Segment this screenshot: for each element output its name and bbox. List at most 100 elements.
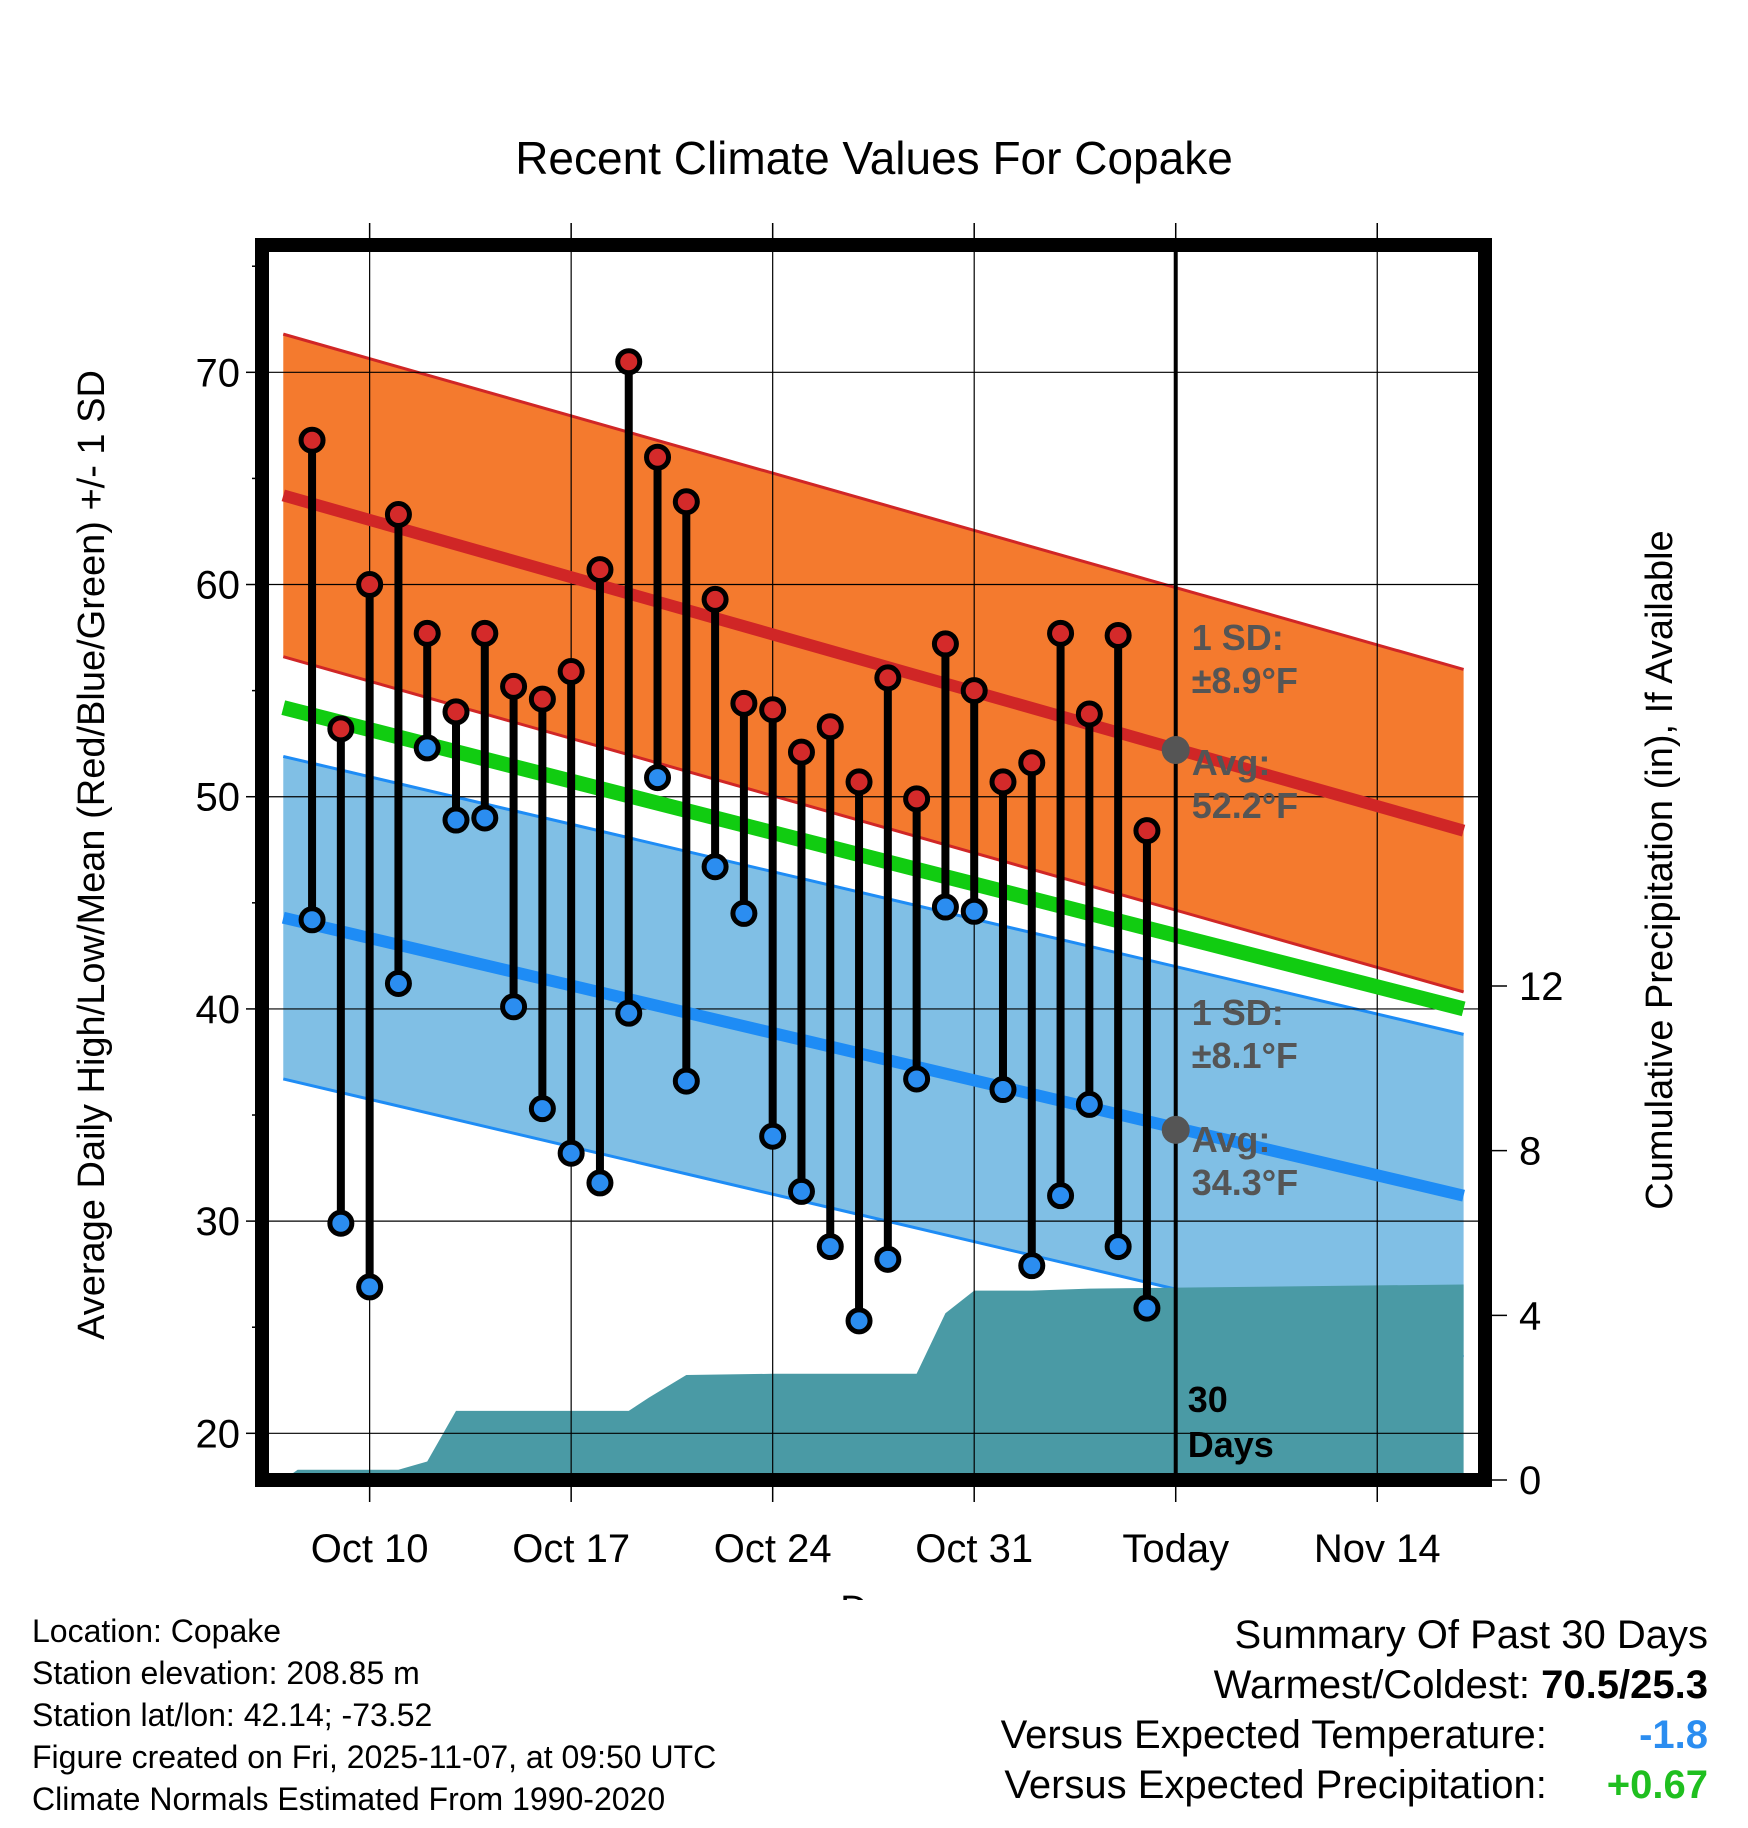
high-point: [672, 488, 700, 516]
high-point: [528, 685, 556, 713]
y-tick-label: 30: [196, 1200, 241, 1244]
high-point: [1075, 700, 1103, 728]
high-avg-value: 52.2°F: [1192, 785, 1298, 826]
low-point: [413, 734, 441, 762]
y-tick-label: 50: [196, 776, 241, 820]
low-point: [672, 1067, 700, 1095]
temp-value: -1.8: [1639, 1713, 1708, 1757]
low-point: [816, 1233, 844, 1261]
low-avg-value: 34.3°F: [1192, 1162, 1298, 1203]
low-point: [730, 899, 758, 927]
high-point: [1047, 619, 1075, 647]
low-sd-value: ±8.1°F: [1192, 1035, 1298, 1076]
mean-normal-line: [281, 700, 1466, 1017]
high-point: [413, 619, 441, 647]
y-tick-label: 60: [196, 564, 241, 608]
low-point: [759, 1122, 787, 1150]
high-point: [327, 715, 355, 743]
climate-chart: Recent Climate Values For Copake Day Ave…: [71, 132, 1681, 1600]
plot-frame: [255, 238, 1492, 1487]
high-point: [644, 443, 672, 471]
x-axis-label: Day: [840, 1589, 908, 1600]
low-normal-line: [281, 911, 1465, 1202]
low-point: [931, 893, 959, 921]
chart-title: Recent Climate Values For Copake: [515, 132, 1233, 184]
low-avg-label: Avg:: [1192, 1119, 1271, 1160]
high-point: [1133, 817, 1161, 845]
high-sd-value: ±8.9°F: [1192, 660, 1298, 701]
warmest-value: 70.5/25.3: [1541, 1663, 1708, 1707]
x-tick-label: Oct 31: [915, 1527, 1033, 1571]
precip-value: +0.67: [1606, 1763, 1708, 1807]
low-point: [989, 1076, 1017, 1104]
station-info: Location: Copake Station elevation: 208.…: [32, 1610, 716, 1820]
low-point: [1133, 1294, 1161, 1322]
low-point: [903, 1065, 931, 1093]
low-point: [874, 1245, 902, 1273]
axes: 20 30 40 50 60 70 0 4 8 12 Oct 10 Oct 17 Oct 24 Oct 3…: [196, 223, 1564, 1571]
y-axis-label: Average Daily High/Low/Mean (Red/Blue/Gr…: [71, 370, 113, 1340]
low-point: [471, 804, 499, 832]
high-point: [1104, 621, 1132, 649]
today-low-avg-dot: [1161, 1115, 1190, 1144]
high-point: [500, 672, 528, 700]
high-point: [960, 677, 988, 705]
temp-label: Versus Expected Temperature:: [1000, 1713, 1547, 1757]
x-tick-label: Today: [1122, 1527, 1229, 1571]
x-tick-label: Oct 24: [714, 1527, 832, 1571]
summary-temp-row: Versus Expected Temperature: -1.8: [1001, 1710, 1708, 1760]
low-point: [701, 853, 729, 881]
high-point: [730, 689, 758, 717]
high-point: [816, 713, 844, 741]
precip-label: Versus Expected Precipitation:: [1004, 1763, 1547, 1807]
high-point: [384, 500, 412, 528]
low-sd-band-upper-edge: [282, 754, 1464, 1036]
high-sd-band-lower-edge: [282, 655, 1465, 994]
high-point: [845, 768, 873, 796]
high-point: [701, 585, 729, 613]
y-tick-label: 40: [196, 988, 241, 1032]
high-point: [442, 698, 470, 726]
y-tick-label: 70: [196, 351, 241, 395]
summary-precip-row: Versus Expected Precipitation: +0.67: [1001, 1760, 1708, 1810]
high-point: [615, 348, 643, 376]
high-point: [874, 664, 902, 692]
low-point: [327, 1209, 355, 1237]
low-point: [644, 764, 672, 792]
low-point: [442, 806, 470, 834]
high-point: [989, 768, 1017, 796]
precipitation-area: [283, 1284, 1464, 1480]
high-point: [356, 571, 384, 599]
low-point: [615, 999, 643, 1027]
high-sd-label: 1 SD:: [1192, 617, 1284, 658]
plot-clip-group: [262, 245, 1485, 1480]
low-point: [500, 993, 528, 1021]
summary-panel: Summary Of Past 30 Days Warmest/Coldest:…: [1001, 1610, 1708, 1810]
low-point: [960, 897, 988, 925]
low-point: [1018, 1252, 1046, 1280]
high-point: [903, 785, 931, 813]
normals-text: Climate Normals Estimated From 1990-2020: [32, 1781, 666, 1817]
low-point: [557, 1139, 585, 1167]
days-word-label: Days: [1188, 1424, 1274, 1465]
location-text: Location: Copake: [32, 1613, 282, 1649]
low-point: [1047, 1182, 1075, 1210]
low-point: [384, 969, 412, 997]
high-point: [759, 696, 787, 724]
summary-title: Summary Of Past 30 Days: [1234, 1613, 1708, 1657]
low-point: [845, 1307, 873, 1335]
summary-warmest-row: Warmest/Coldest: 70.5/25.3: [1001, 1660, 1708, 1710]
y2-axis-label: Cumulative Precipitation (in), If Availa…: [1639, 530, 1681, 1209]
elevation-text: Station elevation: 208.85 m: [32, 1655, 420, 1691]
high-point: [471, 619, 499, 647]
high-normal-line: [281, 489, 1466, 837]
high-sd-band-upper-edge: [282, 332, 1465, 671]
low-sd-label: 1 SD:: [1192, 992, 1284, 1033]
low-point: [586, 1169, 614, 1197]
x-tick-label: Oct 17: [512, 1527, 630, 1571]
low-point: [1104, 1233, 1132, 1261]
high-point: [586, 556, 614, 584]
high-point: [298, 426, 326, 454]
y2-tick-label: 0: [1519, 1459, 1541, 1503]
